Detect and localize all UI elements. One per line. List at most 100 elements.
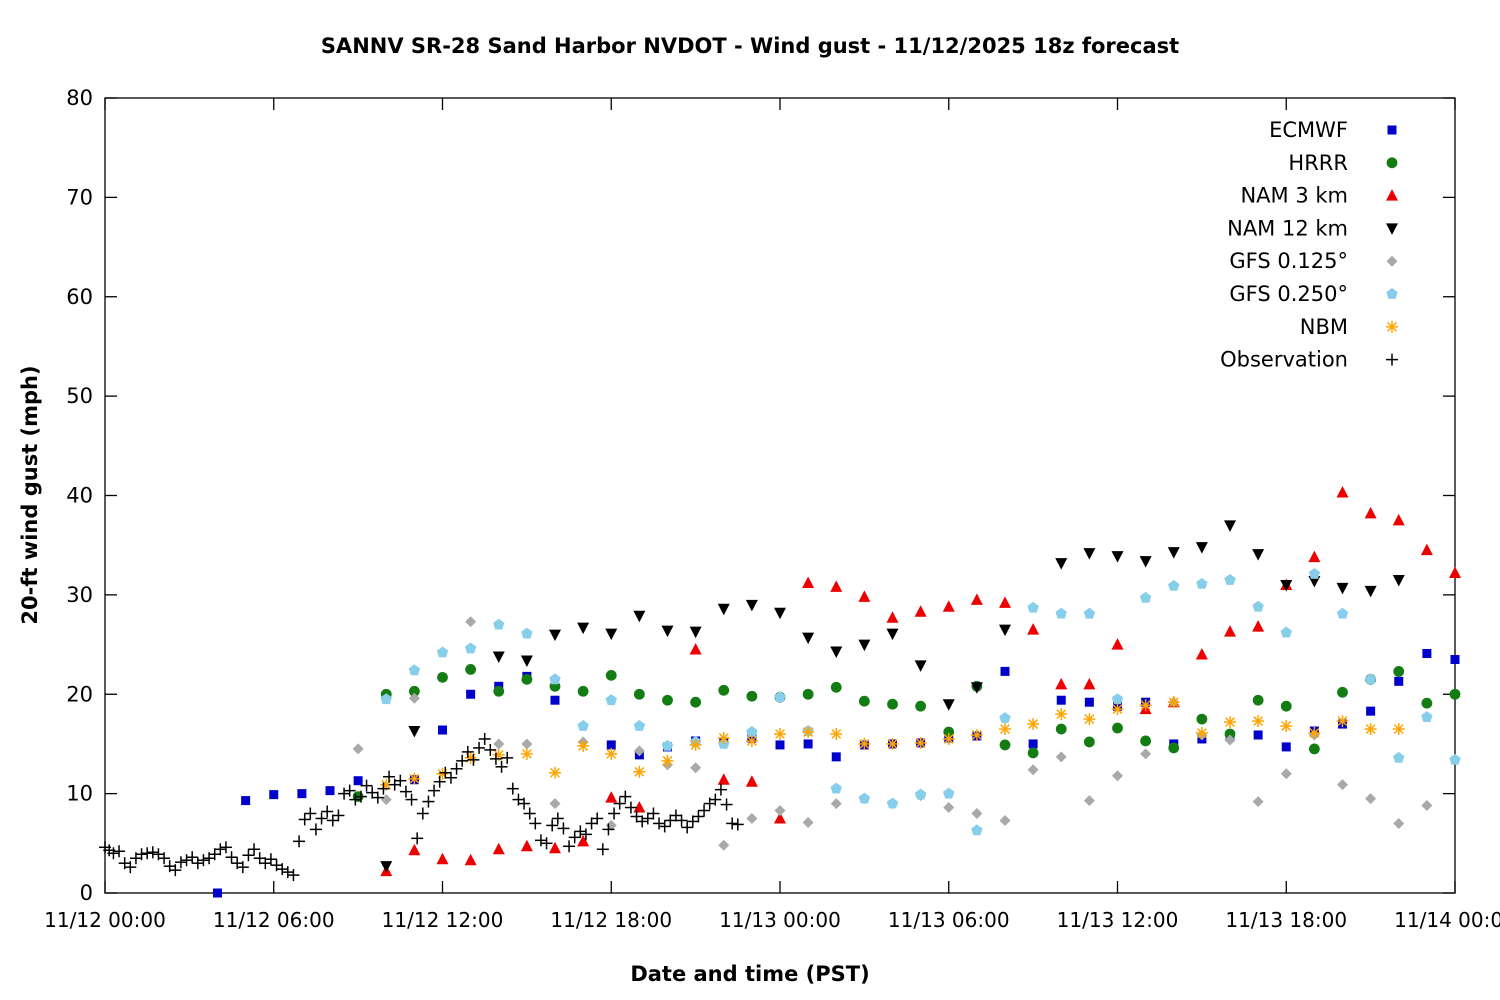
point-marker — [1336, 486, 1349, 498]
svg-text:ECMWF: ECMWF — [1269, 118, 1348, 142]
point-marker — [1280, 626, 1292, 638]
point-marker — [1280, 768, 1292, 780]
point-marker — [1139, 556, 1152, 568]
point-marker — [1280, 579, 1293, 592]
point-marker — [999, 723, 1011, 736]
point-marker — [197, 854, 210, 867]
point-marker — [1195, 648, 1208, 660]
point-marker — [653, 817, 666, 830]
point-marker — [1196, 713, 1208, 725]
point-marker — [248, 843, 261, 856]
point-marker — [1195, 542, 1208, 554]
point-marker — [1027, 764, 1039, 776]
point-marker — [1386, 288, 1398, 299]
point-marker — [1366, 706, 1376, 716]
point-marker — [1364, 506, 1377, 519]
point-marker — [605, 628, 618, 641]
svg-text:GFS 0.125°: GFS 0.125° — [1229, 249, 1348, 273]
point-marker — [745, 775, 758, 787]
point-marker — [858, 590, 871, 602]
point-marker — [1336, 582, 1349, 595]
point-marker — [1139, 699, 1152, 712]
point-marker — [1224, 520, 1236, 532]
point-marker — [1449, 753, 1461, 765]
point-marker — [633, 745, 645, 757]
point-marker — [830, 646, 843, 659]
point-marker — [450, 762, 463, 775]
point-marker — [914, 660, 927, 672]
point-marker — [399, 785, 412, 798]
point-marker — [1387, 125, 1397, 135]
point-marker — [208, 848, 221, 861]
point-marker — [574, 825, 587, 838]
point-marker — [971, 824, 983, 836]
point-marker — [664, 814, 677, 827]
point-marker — [658, 820, 671, 833]
point-marker — [689, 738, 702, 751]
svg-text:20: 20 — [66, 682, 93, 706]
point-marker — [473, 741, 486, 754]
point-marker — [647, 807, 660, 820]
point-marker — [1055, 607, 1067, 619]
series-nbm — [380, 696, 1405, 791]
x-axis-label: Date and time (PST) — [630, 962, 870, 986]
point-marker — [366, 786, 379, 799]
legend-observation: Observation — [1220, 348, 1398, 372]
point-marker — [613, 797, 626, 810]
point-marker — [521, 673, 533, 685]
point-marker — [690, 696, 702, 708]
point-marker — [493, 685, 505, 697]
svg-text:11/12 06:00: 11/12 06:00 — [213, 908, 335, 932]
point-marker — [830, 728, 843, 740]
x-axis: 11/12 00:00 11/12 06:00 11/12 12:00 11/12 1… — [44, 98, 1500, 932]
point-marker — [717, 603, 730, 616]
point-marker — [718, 684, 730, 696]
point-marker — [264, 853, 277, 866]
point-marker — [1252, 549, 1265, 561]
point-marker — [326, 814, 339, 827]
point-marker — [1111, 703, 1124, 716]
point-marker — [602, 823, 615, 836]
point-marker — [521, 627, 533, 639]
point-marker — [1028, 739, 1038, 749]
point-marker — [437, 671, 448, 683]
point-marker — [518, 797, 531, 810]
point-marker — [315, 812, 328, 825]
point-marker — [999, 814, 1011, 826]
point-marker — [1000, 666, 1010, 676]
point-marker — [745, 734, 758, 747]
point-marker — [546, 819, 559, 832]
point-marker — [1055, 751, 1067, 763]
point-marker — [681, 821, 694, 834]
point-marker — [465, 616, 477, 628]
point-marker — [287, 869, 300, 882]
point-marker — [608, 807, 621, 820]
point-marker — [774, 607, 786, 620]
point-marker — [506, 782, 519, 795]
point-marker — [970, 682, 983, 694]
point-marker — [1450, 654, 1460, 664]
point-marker — [579, 828, 592, 841]
point-marker — [661, 739, 674, 751]
point-marker — [746, 726, 758, 737]
point-marker — [633, 801, 646, 813]
point-marker — [338, 787, 351, 800]
point-marker — [633, 688, 645, 700]
point-marker — [774, 728, 786, 740]
point-marker — [1449, 688, 1461, 700]
point-marker — [464, 751, 477, 764]
point-marker — [718, 839, 730, 851]
point-marker — [408, 772, 421, 785]
point-marker — [332, 809, 345, 822]
point-marker — [484, 743, 497, 756]
point-marker — [802, 816, 814, 828]
point-marker — [141, 847, 154, 860]
point-marker — [830, 681, 842, 693]
point-marker — [692, 810, 705, 823]
point-marker — [636, 815, 649, 828]
point-marker — [577, 622, 590, 635]
point-marker — [436, 852, 449, 865]
svg-text:GFS 0.250°: GFS 0.250° — [1229, 282, 1348, 306]
svg-text:0: 0 — [80, 881, 93, 905]
